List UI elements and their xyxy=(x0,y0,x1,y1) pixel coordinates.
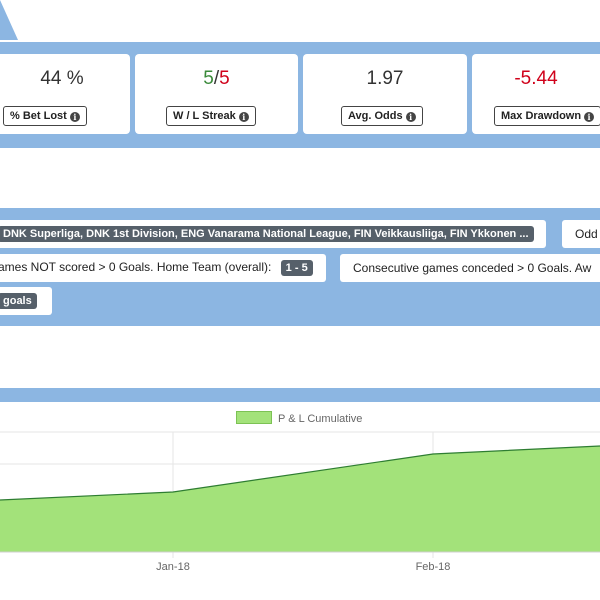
streak-loss-value: 5 xyxy=(219,68,230,89)
avg-odds-card: 1.97 Avg. Odds i xyxy=(303,54,467,134)
avg-odds-label[interactable]: Avg. Odds i xyxy=(341,106,423,126)
odds-filter-label: Odd xyxy=(575,227,598,241)
conceded-label: Consecutive games conceded > 0 Goals. Aw xyxy=(353,261,592,275)
goals-filter[interactable]: goals xyxy=(0,287,52,315)
pnl-chart: Jan-18 Feb-18 xyxy=(0,431,600,573)
conceded-filter[interactable]: Consecutive games conceded > 0 Goals. Aw xyxy=(340,254,600,282)
max-drawdown-value: -5.44 xyxy=(514,68,558,89)
legend-label: P & L Cumulative xyxy=(278,413,363,425)
info-icon[interactable]: i xyxy=(405,112,416,122)
wl-streak-label[interactable]: W / L Streak i xyxy=(166,106,256,126)
chart-legend[interactable]: P & L Cumulative xyxy=(236,411,362,425)
goals-tag: goals xyxy=(0,293,37,309)
bet-lost-card: 44 % % Bet Lost i xyxy=(0,54,130,134)
x-tick-label: Feb-18 xyxy=(416,561,451,573)
bet-lost-value: 44 % xyxy=(40,68,84,89)
pnl-area xyxy=(0,446,600,552)
wl-streak-value: 5/5 xyxy=(135,68,298,90)
not-scored-tag: 1 - 5 xyxy=(280,260,313,276)
avg-odds-value: 1.97 xyxy=(366,68,404,89)
max-drawdown-label[interactable]: Max Drawdown i xyxy=(494,106,600,126)
info-icon[interactable]: i xyxy=(238,112,249,122)
leagues-tag: DNK Superliga, DNK 1st Division, ENG Van… xyxy=(0,226,534,242)
pnl-line xyxy=(0,445,600,501)
odds-filter[interactable]: Odd xyxy=(562,220,600,248)
streak-win-value: 5 xyxy=(203,68,214,89)
max-drawdown-card: -5.44 Max Drawdown i xyxy=(472,54,600,134)
leagues-filter[interactable]: DNK Superliga, DNK 1st Division, ENG Van… xyxy=(0,220,546,248)
streak-separator: / xyxy=(213,68,220,89)
x-tick-label: Jan-18 xyxy=(156,561,190,573)
bet-lost-label[interactable]: % Bet Lost i xyxy=(3,106,87,126)
info-icon[interactable]: i xyxy=(69,112,80,122)
corner-tab xyxy=(0,0,18,40)
not-scored-filter[interactable]: ames NOT scored > 0 Goals. Home Team (ov… xyxy=(0,254,326,282)
info-icon[interactable]: i xyxy=(584,112,595,122)
wl-streak-card: 5/5 W / L Streak i xyxy=(135,54,298,134)
not-scored-label: ames NOT scored > 0 Goals. Home Team (ov… xyxy=(0,260,272,274)
legend-swatch xyxy=(236,411,272,424)
